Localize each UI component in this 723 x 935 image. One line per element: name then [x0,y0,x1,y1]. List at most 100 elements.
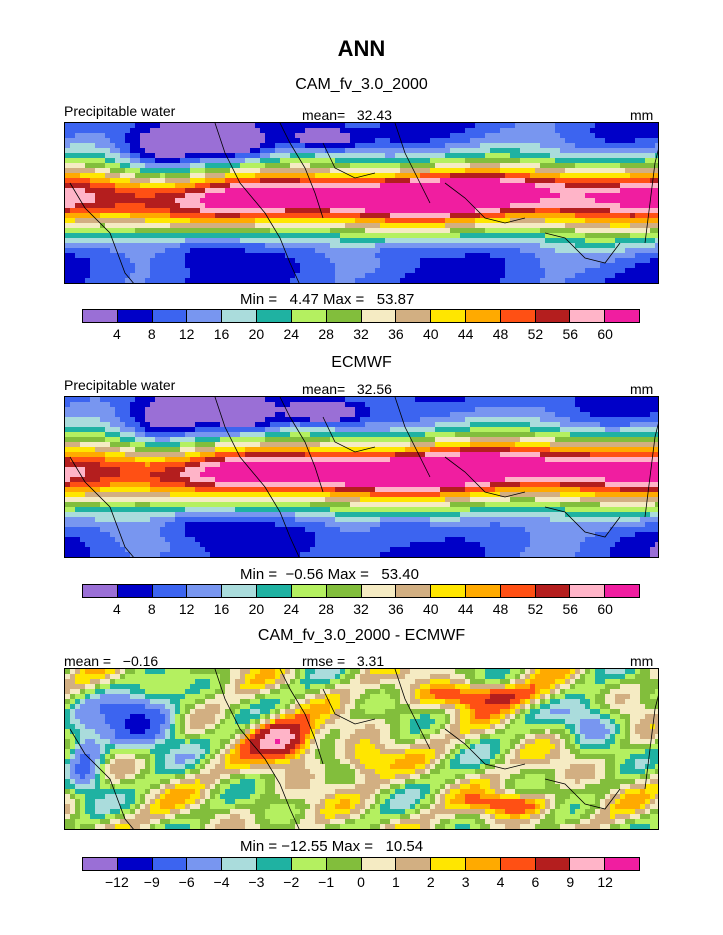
field-cell [330,163,336,169]
field-cell [655,278,658,283]
field-cell [315,133,321,139]
field-cell [455,163,461,169]
field-cell [285,218,291,224]
field-cell [325,158,331,164]
field-cell [285,158,291,164]
field-cell [510,123,516,129]
field-cell [145,213,151,219]
field-cell [495,253,501,259]
field-cell [640,143,646,149]
field-cell [250,258,256,264]
field-cell [510,163,516,169]
field-cell [590,263,596,269]
field-cell [205,203,211,209]
field-cell [295,432,301,438]
field-cell [485,148,491,154]
field-cell [305,168,311,174]
field-cell [450,178,456,184]
field-cell [520,243,526,249]
field-cell [615,228,621,234]
field-cell [155,407,161,413]
field-cell [160,203,166,209]
field-cell [130,168,136,174]
field-cell [510,233,516,239]
field-cell [535,427,541,433]
field-cell [145,218,151,224]
field-cell [185,412,191,418]
field-cell [155,148,161,154]
field-cell [70,422,76,428]
field-cell [395,233,401,239]
field-cell [285,173,291,179]
field-cell [655,402,658,408]
field-cell [345,178,351,184]
field-cell [530,427,536,433]
field-cell [365,422,371,428]
field-cell [360,183,366,189]
colorbar-swatch [257,310,292,322]
field-cell [410,238,416,244]
field-cell [600,158,606,164]
field-cell [395,397,401,403]
field-cell [185,148,191,154]
field-cell [485,263,491,269]
field-cell [165,223,171,229]
field-cell [480,432,486,438]
field-cell [440,407,446,413]
field-cell [640,153,646,159]
field-cell [335,148,341,154]
field-cell [535,238,541,244]
field-cell [625,188,631,194]
field-cell [205,228,211,234]
field-cell [70,402,76,408]
field-cell [360,228,366,234]
field-cell [115,163,121,169]
field-cell [635,407,641,413]
field-cell [420,193,426,199]
field-cell [310,278,316,283]
field-cell [405,183,411,189]
field-cell [340,173,346,179]
field-cell [290,208,296,214]
field-cell [590,198,596,204]
field-cell [340,233,346,239]
panel1-colorbar [82,309,640,323]
field-cell [185,163,191,169]
field-cell [460,218,466,224]
field-cell [360,248,366,254]
field-cell [465,133,471,139]
field-cell [380,163,386,169]
field-cell [200,253,206,259]
field-cell [95,133,101,139]
field-cell [140,128,146,134]
field-cell [590,273,596,279]
field-cell [190,253,196,259]
field-cell [480,168,486,174]
field-cell [315,417,321,423]
field-cell [310,193,316,199]
field-cell [580,163,586,169]
field-cell [90,248,96,254]
field-cell [145,148,151,154]
field-cell [610,407,616,413]
field-cell [335,273,341,279]
field-cell [320,243,326,249]
field-cell [300,128,306,134]
field-cell [320,402,326,408]
field-cell [565,123,571,129]
field-cell [390,407,396,413]
field-cell [315,193,321,199]
field-cell [480,268,486,274]
field-cell [475,138,481,144]
field-cell [595,188,601,194]
field-cell [385,427,391,433]
field-cell [110,178,116,184]
field-cell [195,158,201,164]
field-cell [120,168,126,174]
field-cell [615,168,621,174]
field-cell [110,143,116,149]
field-cell [70,198,76,204]
field-cell [620,223,626,229]
field-cell [460,407,466,413]
field-cell [540,193,546,199]
